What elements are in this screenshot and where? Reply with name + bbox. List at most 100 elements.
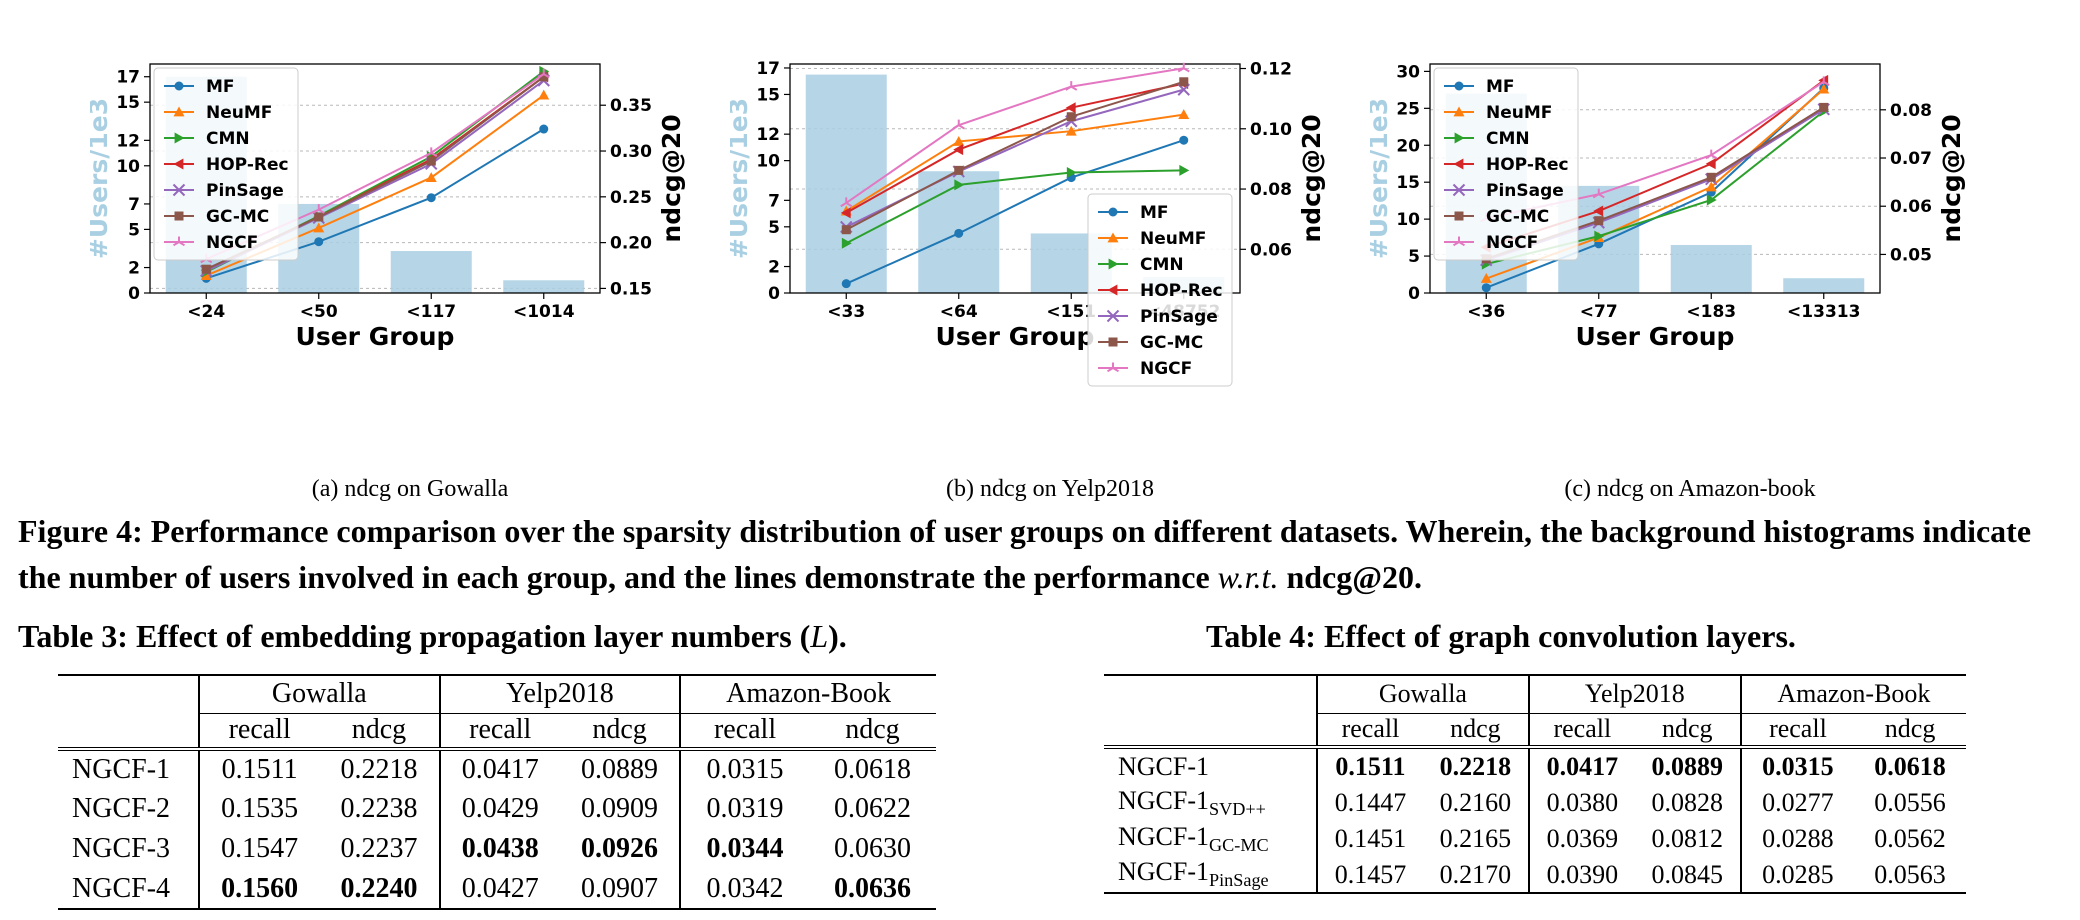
chart-gowalla-svg: 0 2 5 7 10 12 15 17 0.15 0.20 0.25 0.30 0.35 <24 <50 <1… bbox=[90, 63, 686, 351]
table4-cell: 0.2160 bbox=[1439, 788, 1512, 817]
legend-entry: NeuMF bbox=[1140, 229, 1206, 249]
right-tick-label: 0.06 bbox=[1250, 240, 1292, 260]
table3-caption-text: Table 3: Effect of embedding propagation… bbox=[18, 618, 811, 654]
series-point-ngcf bbox=[537, 68, 550, 79]
series-point-ngcf bbox=[840, 197, 853, 208]
left-axis-label: #Users/1e3 bbox=[1370, 98, 1393, 259]
chart-gowalla: 0 2 5 7 10 12 15 17 0.15 0.20 0.25 0.30 0.35 <24 <50 <1… bbox=[90, 60, 730, 460]
right-axis-label: ndcg@20 bbox=[1297, 114, 1326, 242]
x-tick-label: <151 bbox=[1046, 302, 1096, 322]
table3-cell: 0.2240 bbox=[319, 869, 440, 910]
x-tick-label: <1014 bbox=[513, 302, 575, 322]
legend-entry: GC-MC bbox=[206, 207, 269, 227]
series-point-hop-rec bbox=[953, 144, 964, 156]
left-tick-label: 2 bbox=[128, 259, 140, 279]
table4-row-label: NGCF-1PinSage bbox=[1104, 857, 1317, 894]
legend-marker bbox=[1452, 236, 1466, 247]
table4-cell: 0.0562 bbox=[1874, 824, 1946, 853]
right-tick-label: 0.05 bbox=[1890, 245, 1932, 265]
plot-frame bbox=[149, 63, 601, 294]
x-tick-label: <33 bbox=[827, 302, 865, 322]
series-point-mf bbox=[954, 228, 964, 238]
legend-entry: HOP-Rec bbox=[1140, 281, 1223, 301]
legend-marker bbox=[172, 183, 186, 197]
chart-yelp: 0257101215170.060.080.100.12<33<64<151<4… bbox=[730, 60, 1370, 460]
table4-cell: 0.0380 bbox=[1527, 785, 1635, 821]
table3-cell: 0.0907 bbox=[559, 869, 681, 910]
right-axis-label: ndcg@20 bbox=[657, 114, 686, 242]
figure-caption-text: Figure 4: Performance comparison over th… bbox=[18, 513, 2032, 595]
legend-box bbox=[1433, 67, 1579, 261]
table4-cell: 0.2170 bbox=[1422, 857, 1529, 894]
table3-row-label: NGCF-3 bbox=[72, 833, 171, 864]
series-point-ngcf bbox=[312, 204, 325, 214]
legend-entry: NGCF bbox=[206, 233, 258, 253]
legend-marker bbox=[173, 158, 184, 170]
table-row: NGCF-3 0.1547 0.2237 0.0438 0.0926 0.034… bbox=[58, 829, 936, 869]
right-tick-label: 0.08 bbox=[1890, 101, 1932, 121]
table3-cell: 0.0636 bbox=[808, 869, 936, 910]
table4-row-label: NGCF-1 bbox=[1104, 745, 1317, 785]
legend-entry: HOP-Rec bbox=[1486, 155, 1569, 175]
histogram-bar bbox=[1783, 278, 1865, 293]
table3-cell: 0.0344 bbox=[679, 829, 809, 869]
left-tick-label: 5 bbox=[1408, 247, 1420, 267]
left-tick-label: 25 bbox=[1396, 99, 1420, 119]
table-row: NGCF-1SVD++ 0.1447 0.2160 0.0380 0.0828 … bbox=[1104, 785, 1966, 821]
legend-marker bbox=[1454, 132, 1465, 144]
series-point-ngcf bbox=[1065, 81, 1078, 91]
right-tick-label: 0.25 bbox=[610, 188, 652, 208]
table4-cell: 0.0845 bbox=[1634, 857, 1741, 894]
histogram-bar bbox=[390, 251, 472, 293]
series-point-neumf bbox=[200, 270, 212, 280]
x-tick-label: <64 bbox=[940, 302, 978, 322]
legend-entry: NGCF bbox=[1486, 233, 1538, 253]
table3-cell: 0.1535 bbox=[197, 789, 320, 829]
table4-corner bbox=[1104, 713, 1317, 747]
subcaption-gowalla: (a) ndcg on Gowalla bbox=[311, 476, 509, 502]
table3-cell: 0.0438 bbox=[438, 829, 560, 869]
legend-entry: MF bbox=[1486, 77, 1515, 97]
legend-marker bbox=[1106, 362, 1120, 373]
left-tick-label: 15 bbox=[116, 93, 140, 113]
plot-frame bbox=[789, 63, 1241, 294]
series-point-hop-rec bbox=[840, 207, 851, 219]
table4-cell: 0.0563 bbox=[1854, 857, 1966, 894]
table3-metric-header: recall bbox=[438, 713, 560, 749]
legend-box bbox=[1087, 193, 1233, 387]
legend-box bbox=[153, 67, 299, 261]
plot-frame bbox=[1429, 63, 1881, 294]
table3-cell: 0.2238 bbox=[340, 793, 418, 824]
legend-marker bbox=[1108, 207, 1118, 217]
x-axis-label: User Group bbox=[1576, 322, 1735, 351]
series-point-hop-rec bbox=[1705, 158, 1716, 170]
x-tick-label: <36 bbox=[1467, 302, 1505, 322]
left-tick-label: 5 bbox=[768, 218, 780, 238]
series-point-gc-mc bbox=[1594, 216, 1604, 226]
legend-entry: PinSage bbox=[1140, 307, 1218, 327]
table3-cell: 0.0622 bbox=[833, 793, 911, 824]
table-row: NGCF-2 0.1535 0.2238 0.0429 0.0909 0.031… bbox=[58, 789, 936, 829]
table4-cell: 0.0277 bbox=[1739, 785, 1855, 821]
chart-amazon: 0 5 10 15 20 25 30 0.05 0.06 0.07 0.08 <36 <77 <183 <1… bbox=[1370, 60, 2010, 460]
legend-marker bbox=[1454, 211, 1464, 221]
table4-cell: 0.0812 bbox=[1651, 824, 1724, 853]
series-point-gc-mc bbox=[1706, 172, 1716, 182]
legend-marker bbox=[1454, 81, 1464, 91]
table4-row-label-text: NGCF-1 bbox=[1118, 785, 1210, 815]
series-point-neumf bbox=[953, 135, 965, 146]
table3-cell: 0.2218 bbox=[319, 747, 440, 789]
table3-caption-end: ). bbox=[828, 618, 847, 654]
table4-metric-header: recall bbox=[1316, 713, 1423, 747]
series-point-gc-mc bbox=[426, 156, 436, 166]
figure-caption: Figure 4: Performance comparison over th… bbox=[18, 508, 2068, 600]
table3-cell: 0.0342 bbox=[679, 869, 809, 910]
table4-row-label: NGCF-1SVD++ bbox=[1104, 785, 1317, 821]
legend-entry: GC-MC bbox=[1140, 333, 1203, 353]
legend-entry: MF bbox=[206, 77, 235, 97]
x-tick-label: <13313 bbox=[1787, 302, 1860, 322]
figure-caption-end: ndcg@20. bbox=[1278, 559, 1422, 595]
series-point-neumf bbox=[1818, 83, 1830, 94]
table3-cell: 0.0417 bbox=[438, 747, 560, 789]
left-tick-label: 12 bbox=[116, 131, 140, 151]
